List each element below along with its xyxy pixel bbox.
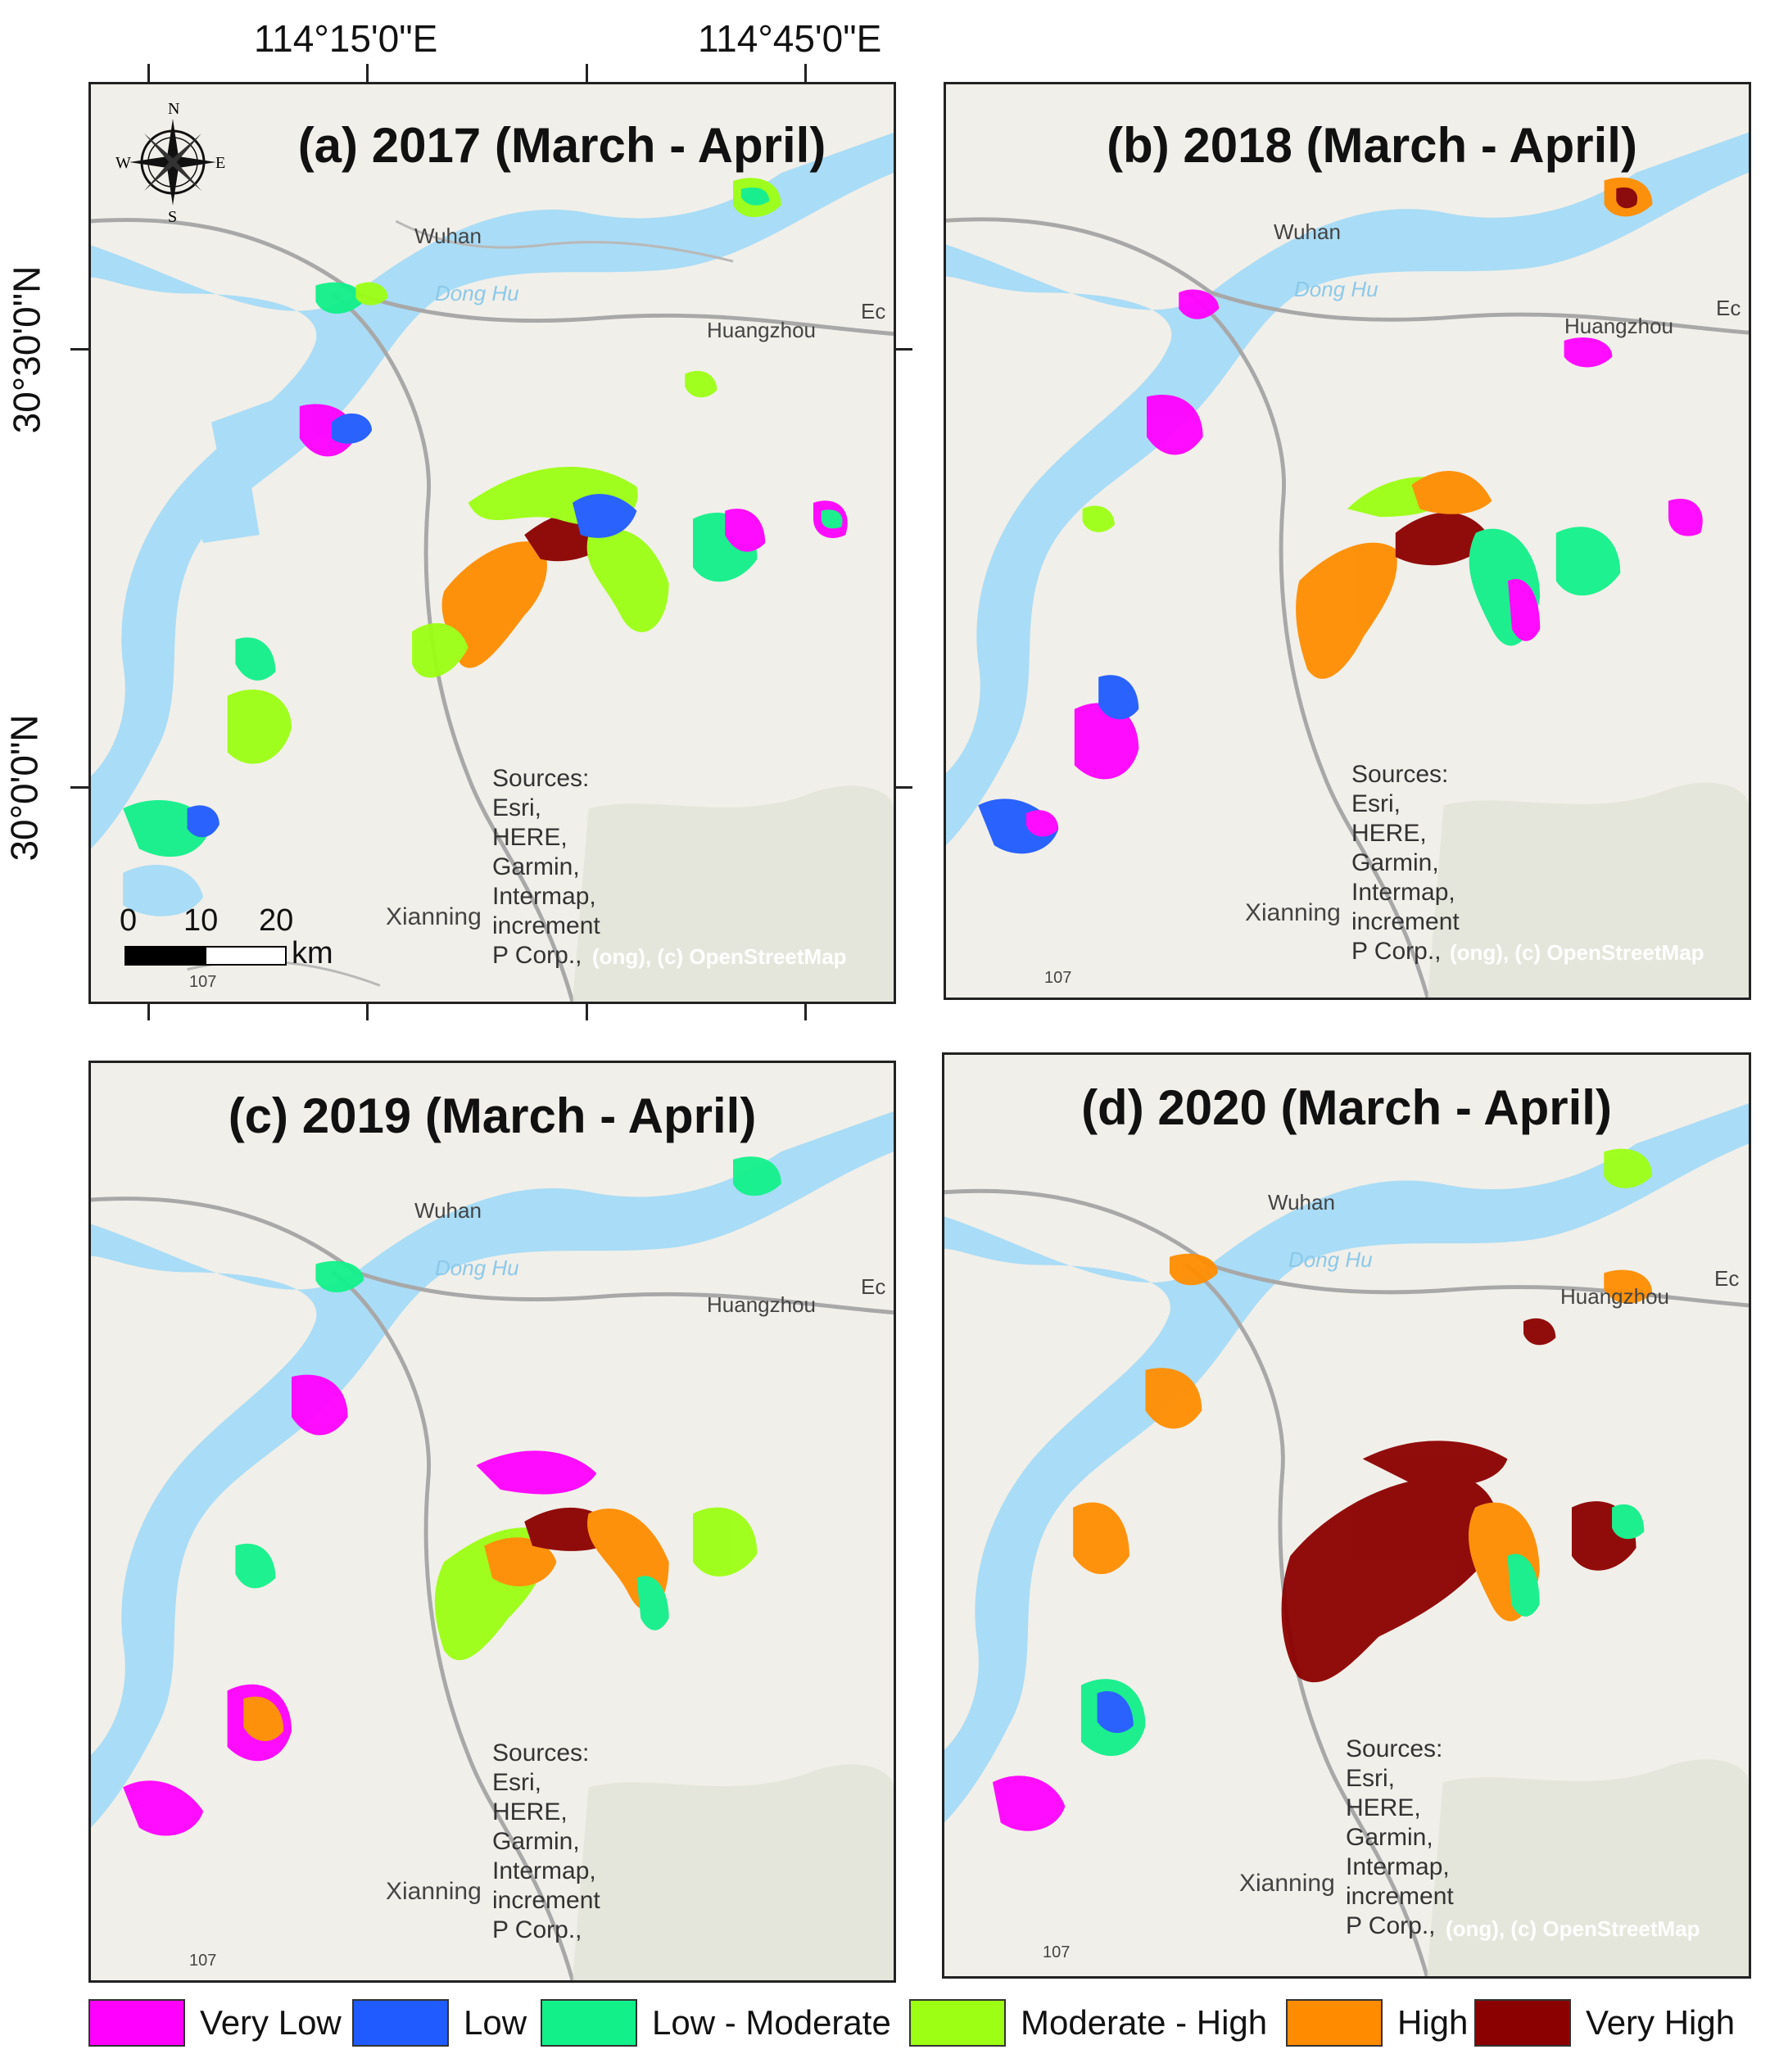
tick-bottom-3 [586, 1001, 588, 1020]
legend-item-low-moderate: Low - Moderate [541, 1994, 891, 2052]
tick-top-3 [586, 64, 588, 84]
tick-top-2 [366, 64, 369, 84]
basemap [91, 1111, 894, 1980]
legend-item-very-low: Very Low [88, 1994, 342, 2052]
legend-item-very-high: Very High [1474, 1994, 1735, 2052]
place-ec: Ec [861, 299, 886, 323]
legend-swatch [1474, 1999, 1571, 2047]
panel-title-d: (d) 2020 (March - April) [1081, 1080, 1612, 1135]
legend-item-high: High [1286, 1994, 1468, 2052]
basemap [944, 1103, 1749, 1976]
tick-bottom-4 [804, 1001, 807, 1020]
sources-text: Sources: Esri, HERE, Garmin, Intermap, i… [492, 1739, 600, 1943]
compass: N S E W [115, 100, 230, 226]
scale-tick-10: 10 [183, 903, 219, 938]
scale-bar: 0 10 20 km [120, 903, 349, 970]
osm-credit: (ong), (c) OpenStreetMap [1450, 940, 1704, 965]
compass-rose-icon: N S E W [115, 100, 225, 226]
legend-swatch [1286, 1999, 1383, 2047]
place-wuhan: Wuhan [414, 1198, 482, 1223]
sources-text: Sources: Esri, HERE, Garmin, Intermap, i… [492, 765, 600, 969]
sources-text: Sources: Esri, HERE, Garmin, Intermap, i… [1351, 761, 1460, 965]
lon-label-2: 114°45'0"E [698, 17, 882, 60]
legend-label: Very Low [200, 2003, 342, 2042]
lat-label-1: 30°30'0"N [5, 265, 48, 434]
place-huangzhou: Huangzhou [1564, 314, 1673, 338]
place-donghu: Dong Hu [1294, 277, 1378, 301]
map-panel-a: N S E W (a) 2017 (March - April) Wuhan D… [88, 82, 896, 1004]
road-label: 107 [1044, 969, 1072, 987]
scale-tick-0: 0 [120, 903, 138, 938]
lat-label-2: 30°0'0"N [2, 714, 46, 862]
legend-label: Moderate - High [1021, 2003, 1268, 2042]
tick-bottom-1 [147, 1001, 150, 1020]
compass-n: N [168, 101, 179, 118]
scale-tick-20: 20 [259, 903, 294, 938]
panel-title-c: (c) 2019 (March - April) [228, 1088, 757, 1143]
tick-left-1 [70, 348, 90, 351]
scale-unit: km [292, 936, 333, 970]
tick-right-2 [893, 786, 912, 789]
road-label: 107 [189, 973, 217, 991]
place-ec: Ec [861, 1274, 886, 1299]
place-donghu: Dong Hu [435, 281, 519, 305]
tick-left-2 [70, 786, 90, 789]
legend-item-moderate-high: Moderate - High [909, 1994, 1267, 2052]
osm-credit: (ong), (c) OpenStreetMap [1446, 1916, 1700, 1941]
legend-label: Low - Moderate [652, 2003, 891, 2042]
compass-s: S [168, 208, 177, 224]
place-huangzhou: Huangzhou [707, 318, 816, 342]
compass-w: W [115, 154, 131, 172]
place-donghu: Dong Hu [435, 1255, 519, 1280]
place-xianning: Xianning [1245, 899, 1341, 926]
legend-swatch [541, 1999, 637, 2047]
place-wuhan: Wuhan [1274, 219, 1341, 244]
tick-top-4 [804, 64, 807, 84]
place-xianning: Xianning [386, 1878, 482, 1905]
tick-top-1 [147, 64, 150, 84]
place-ec: Ec [1714, 1266, 1740, 1291]
place-ec: Ec [1716, 296, 1741, 320]
legend-label: High [1397, 2003, 1469, 2042]
legend-item-low: Low [352, 1994, 527, 2052]
sources-text: Sources: Esri, HERE, Garmin, Intermap, i… [1346, 1735, 1454, 1939]
map-panel-d: (d) 2020 (March - April) Wuhan Dong Hu H… [942, 1052, 1751, 1979]
legend-label: Low [464, 2003, 527, 2042]
place-xianning: Xianning [1239, 1870, 1335, 1897]
tick-right-1 [893, 348, 912, 351]
osm-credit: (ong), (c) OpenStreetMap [592, 944, 847, 969]
panel-title-a: (a) 2017 (March - April) [297, 118, 826, 173]
legend-swatch [909, 1999, 1006, 2047]
legend-swatch [352, 1999, 449, 2047]
basemap [946, 132, 1749, 998]
legend: Very Low Low Low - Moderate Moderate - H… [88, 1994, 1759, 2060]
tick-bottom-2 [366, 1001, 369, 1020]
place-wuhan: Wuhan [414, 224, 482, 248]
lon-label-1: 114°15'0"E [254, 17, 438, 60]
basemap [91, 132, 894, 1002]
legend-label: Very High [1586, 2003, 1736, 2042]
place-donghu: Dong Hu [1288, 1247, 1373, 1272]
map-panel-b: (b) 2018 (March - April) Wuhan Dong Hu H… [944, 82, 1751, 1000]
place-wuhan: Wuhan [1268, 1190, 1335, 1215]
panel-title-b: (b) 2018 (March - April) [1107, 118, 1637, 173]
place-xianning: Xianning [386, 903, 482, 930]
place-huangzhou: Huangzhou [707, 1292, 816, 1317]
road-label: 107 [1043, 1943, 1071, 1961]
map-panel-c: (c) 2019 (March - April) Wuhan Dong Hu H… [88, 1061, 896, 1983]
place-huangzhou: Huangzhou [1560, 1284, 1669, 1309]
road-label: 107 [189, 1952, 217, 1970]
legend-swatch [88, 1999, 185, 2047]
compass-e: E [215, 154, 225, 172]
